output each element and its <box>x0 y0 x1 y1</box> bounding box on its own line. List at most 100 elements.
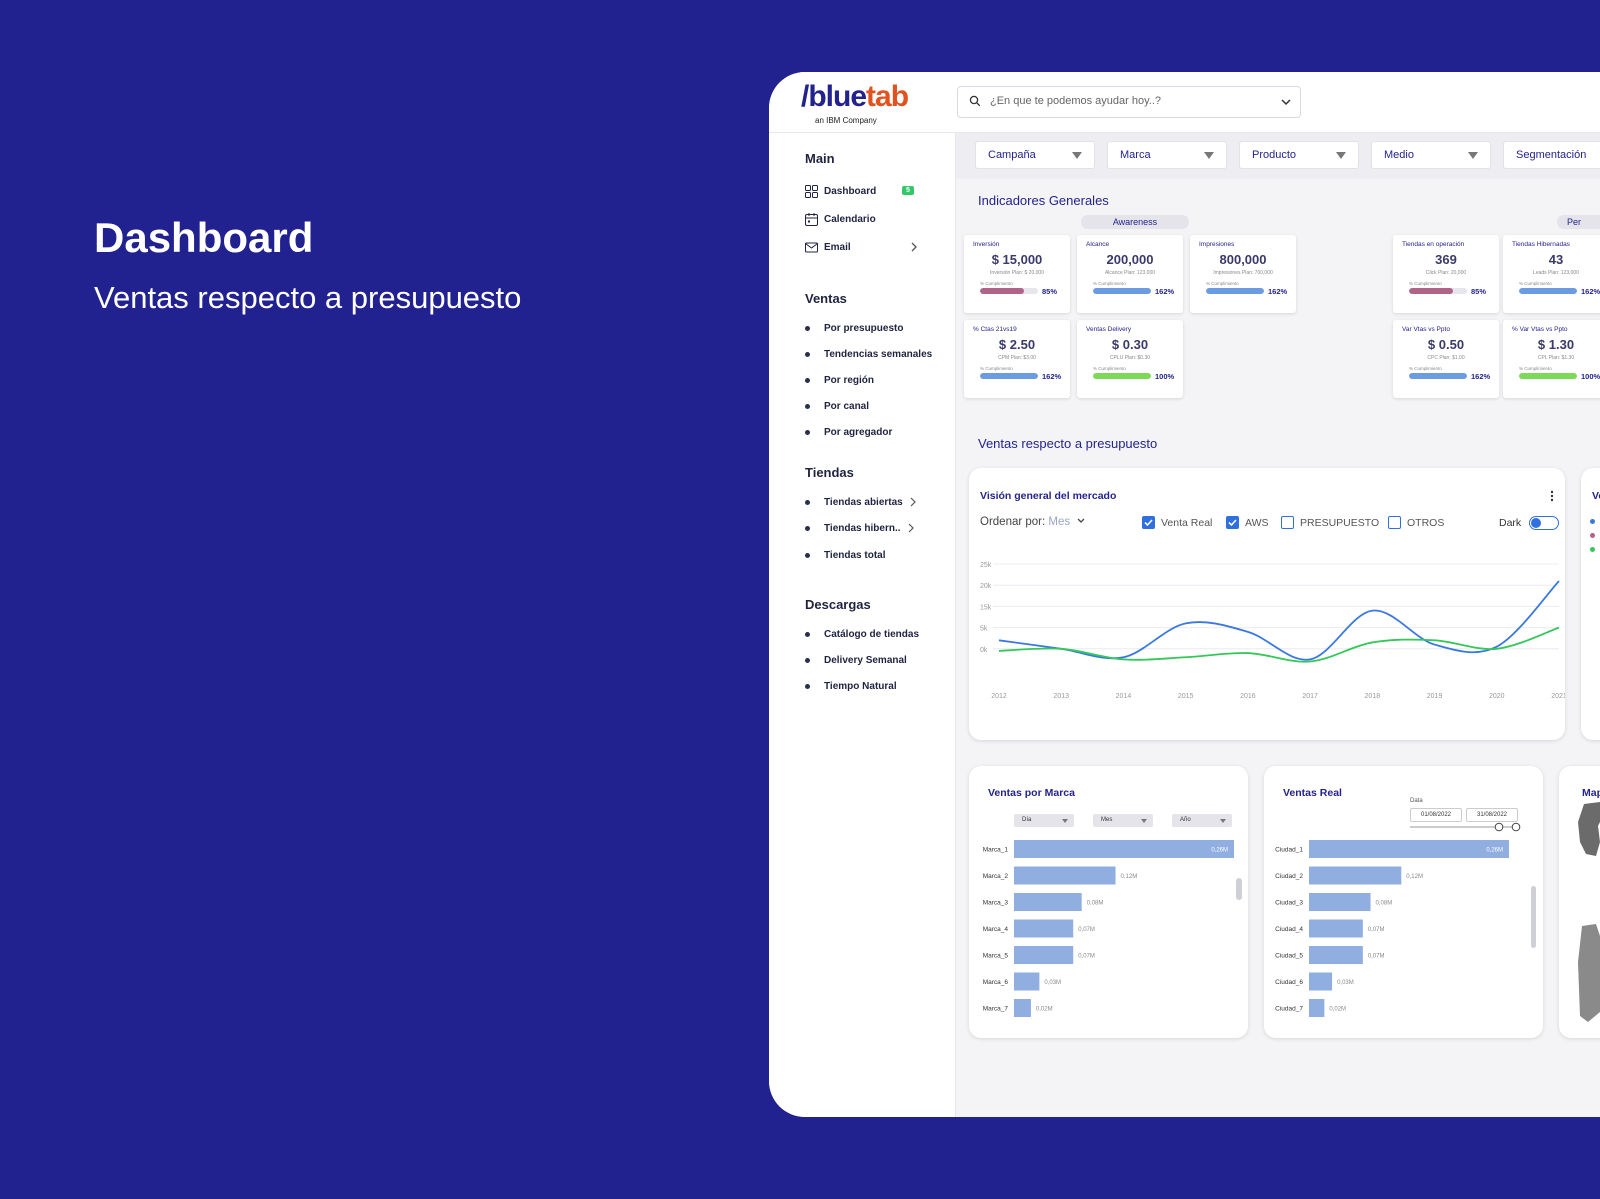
filter-marca[interactable]: Marca <box>1107 141 1227 169</box>
bar[interactable] <box>1014 972 1040 991</box>
bar[interactable] <box>1309 840 1509 858</box>
scrollbar-thumb[interactable] <box>1531 886 1536 948</box>
kpi-card[interactable]: % Ctas 21vs19 $ 2.50 CPM Plan: $3.00 % Cump… <box>964 320 1070 398</box>
sidebar-item-label: Email <box>824 242 851 253</box>
bar-category-label: Marca_1 <box>983 847 1009 854</box>
y-tick-label: 20k <box>980 583 992 590</box>
sidebar-item-tiendas-hibernadas[interactable]: Tiendas hibern.. <box>805 523 915 534</box>
chevron-down-icon[interactable] <box>1280 96 1292 108</box>
kpi-cumplimiento-label: % Cumplimiento <box>1093 366 1126 371</box>
sidebar-item-email[interactable]: Email <box>805 241 925 254</box>
bar[interactable] <box>1014 893 1082 911</box>
checkbox-aws[interactable]: AWS <box>1226 516 1269 529</box>
kpi-progress-bar <box>1206 288 1264 294</box>
hero-subtitle: Ventas respecto a presupuesto <box>94 280 522 315</box>
sidebar-item-delivery-semanal[interactable]: Delivery Semanal <box>805 655 907 666</box>
line-chart: 25k 20k 15k 5k 0k 2012 2013 2014 2015 2016 2017 201… <box>980 562 1565 700</box>
scrollbar-thumb[interactable] <box>1236 878 1242 900</box>
kpi-card[interactable]: Tiendas en operación 369 Click Plan: 20,00… <box>1393 235 1499 313</box>
bullet-icon <box>805 683 810 689</box>
select-mes[interactable]: Mes <box>1093 814 1153 827</box>
kpi-card[interactable]: Inversión $ 15,000 Inversión Plan: $ 20,00… <box>964 235 1070 313</box>
checkbox-presupuesto[interactable]: PRESUPUESTO <box>1281 516 1379 529</box>
x-tick-label: 2020 <box>1489 693 1505 700</box>
kpi-card[interactable]: Alcance 200,000 Alcance Plan: 123,000 % Cum… <box>1077 235 1183 313</box>
checkbox-venta-real[interactable]: Venta Real <box>1142 516 1212 529</box>
kpi-cumplimiento-label: % Cumplimiento <box>980 366 1013 371</box>
dropdown-arrow-icon <box>1072 152 1082 159</box>
filter-campana[interactable]: Campaña <box>975 141 1095 169</box>
bar-value-label: 0,07M <box>1078 927 1095 933</box>
search-icon <box>969 95 981 107</box>
map-shape-icon[interactable] <box>1578 802 1600 1022</box>
sidebar-item-por-canal[interactable]: Por canal <box>805 401 869 412</box>
sidebar-item-label: Por agregador <box>824 427 893 438</box>
hero-title: Dashboard <box>94 214 314 261</box>
sidebar-item-por-presupuesto[interactable]: Por presupuesto <box>805 323 903 334</box>
bluetab-logo[interactable]: /bluetab an IBM Company <box>801 80 909 125</box>
kpi-card[interactable]: Impresiones 800,000 Impresiones Plan: 700,… <box>1190 235 1296 313</box>
kpi-cumplimiento-label: % Cumplimiento <box>1409 281 1442 286</box>
bar[interactable] <box>1014 919 1074 938</box>
bar[interactable] <box>1014 946 1074 964</box>
sidebar-item-tiendas-abiertas[interactable]: Tiendas abiertas <box>805 497 917 508</box>
kpi-progress-bar <box>1093 288 1151 294</box>
sidebar-item-por-agregador[interactable]: Por agregador <box>805 427 892 438</box>
sidebar-item-tiendas-total[interactable]: Tiendas total <box>805 550 886 561</box>
filter-producto[interactable]: Producto <box>1239 141 1359 169</box>
filter-label: Segmentación <box>1516 149 1587 161</box>
series-line-2[interactable] <box>998 626 1560 663</box>
sidebar-section-main: Main <box>805 151 835 166</box>
kpi-progress-fill <box>1093 288 1151 294</box>
bullet-icon <box>805 325 810 331</box>
dark-mode-toggle[interactable]: Dark <box>1499 516 1560 530</box>
filter-label: Marca <box>1120 149 1151 161</box>
bar[interactable] <box>1309 972 1333 991</box>
sidebar-item-por-region[interactable]: Por región <box>805 375 874 386</box>
sidebar-item-tendencias[interactable]: Tendencias semanales <box>805 349 932 360</box>
date-to-input[interactable]: 31/08/2022 <box>1466 808 1518 822</box>
kpi-value: 200,000 <box>1106 252 1154 267</box>
kpi-card[interactable]: Var Vtas vs Ppto $ 0.50 CPC Plan: $1.00 % C… <box>1393 320 1499 398</box>
sidebar-section-descargas: Descargas <box>805 597 871 612</box>
bar[interactable] <box>1014 840 1234 858</box>
kpi-percent: 162% <box>1581 287 1600 296</box>
select-dia[interactable]: Día <box>1014 814 1074 827</box>
bar[interactable] <box>1014 999 1031 1017</box>
bar[interactable] <box>1309 866 1402 885</box>
filter-segmentacion[interactable]: Segmentación <box>1503 141 1600 169</box>
dropdown-arrow-icon <box>1468 152 1478 159</box>
bullet-icon <box>805 499 810 505</box>
search-box[interactable]: ¿En que te podemos ayudar hoy..? <box>957 86 1301 118</box>
ordenar-por-control[interactable]: Ordenar por: Mes <box>980 516 1086 528</box>
sidebar-item-dashboard[interactable]: Dashboard 5 <box>805 185 925 198</box>
checkbox-otros[interactable]: OTROS <box>1388 516 1444 529</box>
x-tick-label: 2014 <box>1116 693 1132 700</box>
chevron-right-icon[interactable] <box>907 523 915 533</box>
kpi-card[interactable]: % Var Vtas vs Ppto $ 1.30 CPL Plan: $1.30%… <box>1503 320 1600 398</box>
filter-medio[interactable]: Medio <box>1371 141 1491 169</box>
ventas-real-title: Ventas Real <box>1283 787 1342 799</box>
more-vertical-icon[interactable] <box>1550 490 1554 502</box>
bar[interactable] <box>1309 999 1325 1017</box>
sidebar-item-calendario[interactable]: Calendario <box>805 213 876 226</box>
legend-dot <box>1590 519 1595 524</box>
kpi-cumplimiento-label: % Cumplimiento <box>980 281 1013 286</box>
search-placeholder[interactable]: ¿En que te podemos ayudar hoy..? <box>990 95 1162 107</box>
bar[interactable] <box>1014 866 1116 885</box>
date-from-input[interactable]: 01/08/2022 <box>1410 808 1462 822</box>
chevron-right-icon[interactable] <box>909 241 919 253</box>
date-range-slider[interactable] <box>1410 822 1522 832</box>
kpi-card[interactable]: Ventas Delivery $ 0.30 CPLU Plan: $0.30 % C… <box>1077 320 1183 398</box>
series-line-1[interactable] <box>998 580 1560 661</box>
logo-text-b: tab <box>866 80 909 113</box>
bar[interactable] <box>1309 893 1371 911</box>
sidebar-item-tiempo-natural[interactable]: Tiempo Natural <box>805 681 897 692</box>
sidebar-item-catalogo[interactable]: Catálogo de tiendas <box>805 629 919 640</box>
bar[interactable] <box>1309 946 1363 964</box>
kpi-plan: CPM Plan: $3.00 <box>998 355 1036 361</box>
bar[interactable] <box>1309 919 1363 938</box>
select-ano[interactable]: Año <box>1172 814 1232 827</box>
kpi-card[interactable]: Tiendas Hibernadas 43 Leads Plan: 123,000%… <box>1503 235 1600 313</box>
chevron-right-icon[interactable] <box>909 497 917 507</box>
